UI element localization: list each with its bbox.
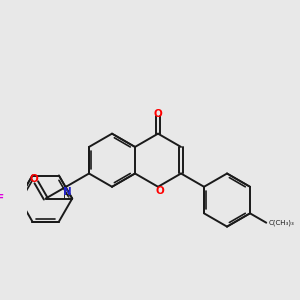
Text: O: O [30,174,39,184]
Text: C(CH₃)₃: C(CH₃)₃ [269,220,295,226]
Text: H: H [63,191,70,202]
Text: F: F [0,194,4,203]
Text: N: N [62,187,71,197]
Text: O: O [155,186,164,196]
Text: O: O [154,109,162,119]
